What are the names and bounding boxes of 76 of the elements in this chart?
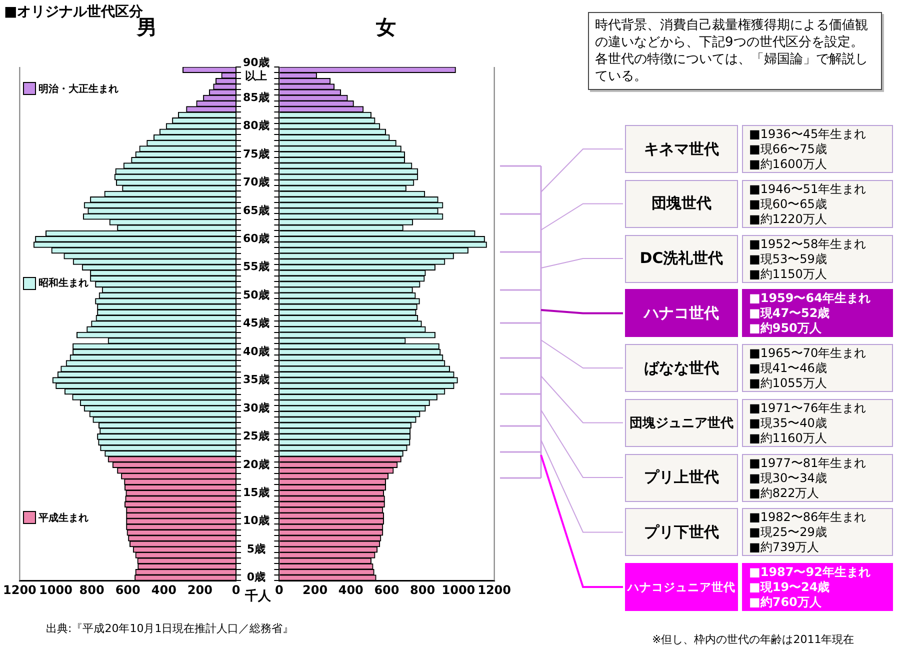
y-tick-label: 90歳以上 — [243, 56, 270, 82]
y-tick-label: 25歳 — [243, 430, 270, 443]
y-tick-label: 30歳 — [243, 401, 270, 414]
text: ■1977〜81年生まれ — [749, 456, 868, 470]
text: ■現41〜46歳 — [749, 361, 828, 376]
x-tick-label: 1000 — [39, 582, 72, 597]
y-tick-label: 20歳 — [243, 458, 270, 471]
y-tick-label: 40歳 — [243, 344, 270, 358]
legend-label: 平成生まれ — [38, 512, 89, 525]
x-tick-label: 600 — [115, 582, 140, 597]
y-tick-label: 35歳 — [243, 373, 270, 386]
text: ※但し、枠内の世代の年齢は2011年現在 — [652, 632, 854, 647]
x-tick-label: 0 — [232, 582, 240, 597]
text: ■現19〜24歳 — [749, 580, 831, 595]
text: ■1971〜76年生まれ — [749, 400, 868, 416]
text: 団塊世代 — [625, 180, 738, 228]
text: ■約760万人 — [749, 595, 822, 610]
text: ■約1150万人 — [749, 266, 828, 282]
legend-label: 明治・大正生まれ — [38, 82, 119, 96]
text: ■約739万人 — [749, 540, 820, 556]
x-tick-label: 1000 — [442, 582, 476, 597]
text: キネマ世代 — [625, 125, 738, 173]
y-tick-label: 10歳 — [243, 514, 270, 528]
text: ■現47〜52歳 — [749, 306, 831, 322]
text: ■約822万人 — [749, 486, 820, 500]
y-tick-label: 85歳 — [243, 90, 270, 104]
y-tick-label: 5歳 — [246, 542, 266, 556]
x-axis-title: 千人 — [244, 588, 272, 605]
text: ■約1160万人 — [749, 430, 828, 446]
x-tick-label: 400 — [338, 582, 364, 597]
text: DC洗礼世代 — [625, 234, 738, 282]
y-tick-label: 60歳 — [243, 232, 270, 245]
chart-title: 女 — [375, 15, 396, 40]
text: ■現53〜59歳 — [749, 252, 828, 266]
text: ■1952〜58年生まれ — [749, 236, 868, 252]
text: ■1965〜70年生まれ — [749, 346, 868, 361]
y-tick-label: 45歳 — [243, 316, 270, 330]
y-tick-label: 65歳 — [243, 204, 270, 217]
text: ハナコ世代 — [625, 289, 738, 338]
text: ■約1220万人 — [749, 212, 828, 227]
x-tick-label: 0 — [274, 582, 284, 597]
text: ■現66〜75歳 — [749, 142, 828, 157]
text: プリ下世代 — [625, 508, 738, 556]
text: 団塊ジュニア世代 — [625, 398, 738, 447]
x-tick-label: 1200 — [2, 582, 36, 597]
text: ■現35〜40歳 — [749, 416, 828, 431]
text: ■約1055万人 — [749, 376, 828, 391]
text: ■現60〜65歳 — [749, 196, 828, 212]
x-tick-label: 800 — [79, 582, 104, 597]
text: ■1987〜92年生まれ — [749, 565, 872, 580]
x-tick-label: 200 — [187, 582, 212, 597]
text: ■約950万人 — [749, 321, 822, 336]
y-tick-label: 80歳 — [243, 119, 270, 132]
text: プリ上世代 — [625, 454, 738, 502]
text: ■1959〜64年生まれ — [749, 291, 872, 306]
text: 時代背景、消費自己裁量権獲得期による価値観の違いなどから、下記9つの世代区分を設定。各世代の特徴については、「婦国論」で解説している。 — [588, 12, 882, 90]
text: ■現25〜29歳 — [749, 525, 828, 540]
y-tick-label: 0歳 — [246, 570, 266, 584]
text: ばなな世代 — [625, 344, 738, 392]
text: ■1936〜45年生まれ — [749, 127, 868, 142]
text: ■現30〜34歳 — [749, 470, 828, 486]
legend-label: 昭和生まれ — [38, 276, 89, 290]
x-tick-label: 200 — [302, 582, 328, 597]
text: ■1946〜51年生まれ — [749, 182, 868, 197]
x-tick-label: 400 — [151, 582, 176, 597]
source-note: 出典:『平成20年10月1日現在推計人口／総務省』 — [46, 621, 294, 636]
text: ■約1600万人 — [749, 157, 828, 172]
y-tick-label: 75歳 — [243, 147, 270, 160]
y-tick-label: 15歳 — [243, 486, 270, 499]
x-tick-label: 600 — [374, 582, 400, 597]
y-tick-label: 70歳 — [243, 176, 270, 189]
text: ■1982〜86年生まれ — [749, 510, 868, 526]
y-tick-label: 50歳 — [243, 288, 270, 302]
text: ハナコジュニア世代 — [625, 563, 738, 611]
y-tick-label: 55歳 — [243, 260, 270, 274]
x-tick-label: 800 — [410, 582, 436, 597]
